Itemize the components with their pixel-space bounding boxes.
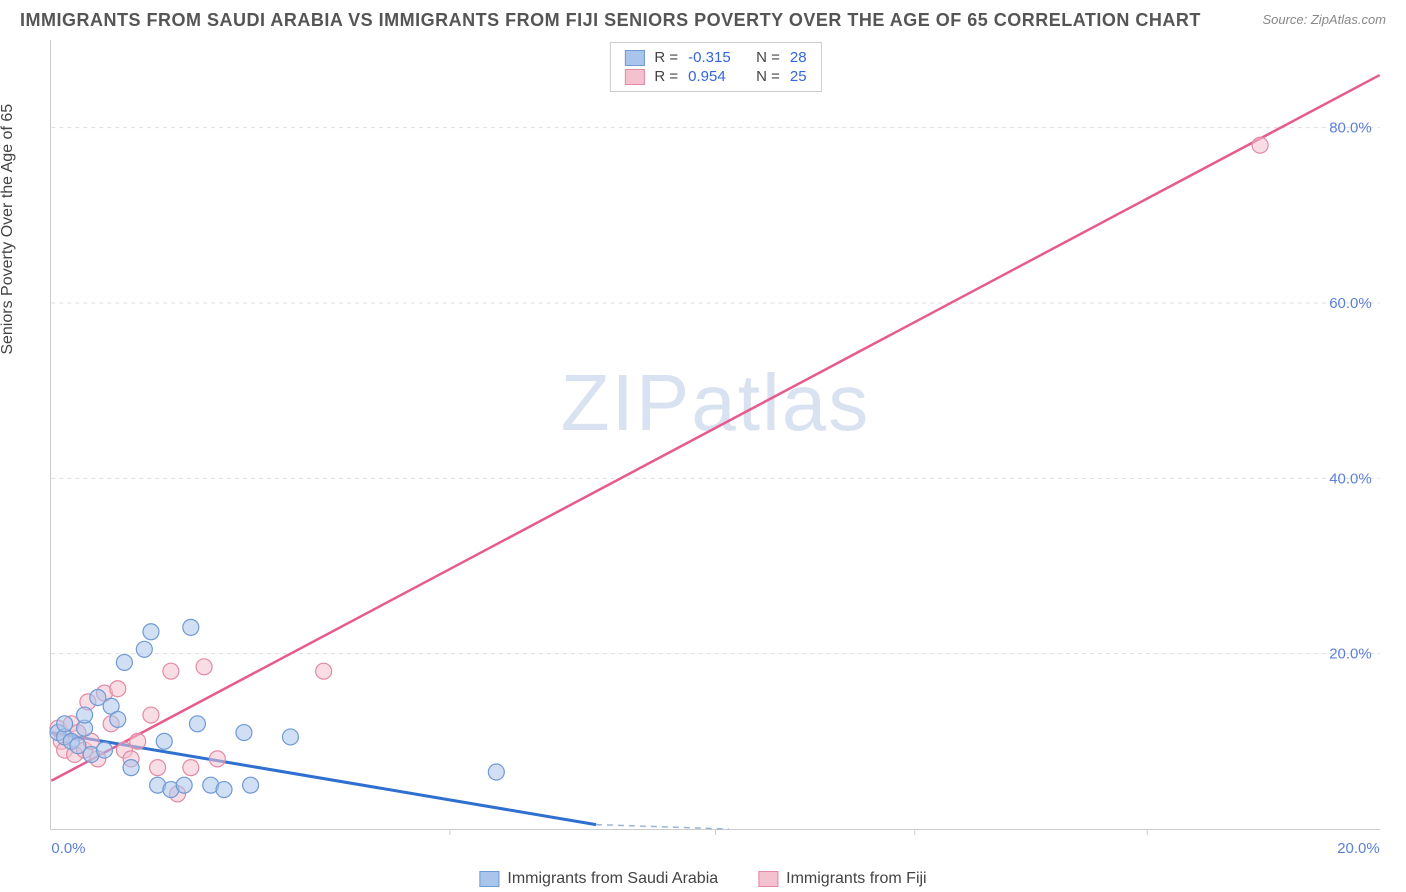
svg-text:20.0%: 20.0% xyxy=(1337,840,1379,857)
n-label: N = xyxy=(756,49,780,66)
swatch-saudi-icon xyxy=(479,871,499,887)
correlation-legend: R = -0.315 N = 28 R = 0.954 N = 25 xyxy=(609,42,821,92)
legend-row-fiji: R = 0.954 N = 25 xyxy=(624,68,806,85)
r-label: R = xyxy=(654,68,678,85)
source-label: Source: ZipAtlas.com xyxy=(1262,12,1386,27)
legend-item-saudi: Immigrants from Saudi Arabia xyxy=(479,870,718,888)
plot-area: ZIPatlas 20.0%40.0%60.0%80.0%0.0%20.0% R… xyxy=(50,40,1380,830)
r-label: R = xyxy=(654,49,678,66)
n-value-saudi: 28 xyxy=(790,49,807,66)
swatch-fiji-icon xyxy=(758,871,778,887)
svg-text:40.0%: 40.0% xyxy=(1329,470,1371,487)
chart-svg: 20.0%40.0%60.0%80.0%0.0%20.0% xyxy=(51,40,1380,829)
legend-item-fiji: Immigrants from Fiji xyxy=(758,870,926,888)
legend-row-saudi: R = -0.315 N = 28 xyxy=(624,49,806,66)
y-axis-label: Seniors Poverty Over the Age of 65 xyxy=(0,104,17,355)
series-legend: Immigrants from Saudi Arabia Immigrants … xyxy=(479,870,926,888)
swatch-saudi xyxy=(624,50,644,66)
legend-label-saudi: Immigrants from Saudi Arabia xyxy=(507,870,718,888)
r-value-fiji: 0.954 xyxy=(688,68,738,85)
n-label: N = xyxy=(756,68,780,85)
r-value-saudi: -0.315 xyxy=(688,49,738,66)
legend-label-fiji: Immigrants from Fiji xyxy=(786,870,926,888)
n-value-fiji: 25 xyxy=(790,68,807,85)
chart-title: IMMIGRANTS FROM SAUDI ARABIA VS IMMIGRAN… xyxy=(20,10,1201,31)
svg-text:0.0%: 0.0% xyxy=(51,840,85,857)
swatch-fiji xyxy=(624,69,644,85)
svg-text:20.0%: 20.0% xyxy=(1329,646,1371,663)
svg-text:60.0%: 60.0% xyxy=(1329,295,1371,312)
svg-text:80.0%: 80.0% xyxy=(1329,120,1371,137)
